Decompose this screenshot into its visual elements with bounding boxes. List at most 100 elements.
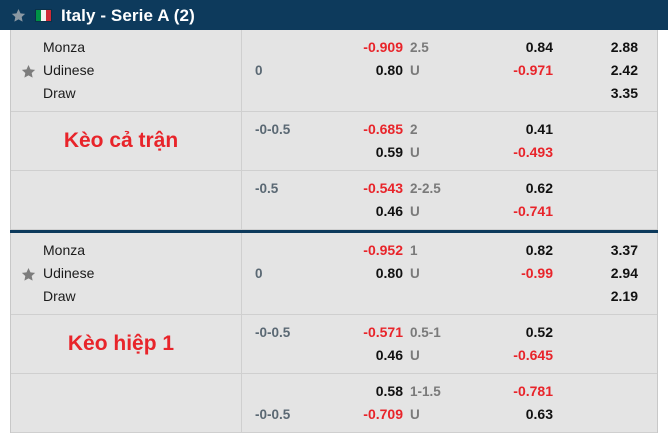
odds-pane: -0-0.5 -0.685 2 0.41 0.59 U -0.493: [242, 112, 657, 170]
odds-row[interactable]: Kèo cả trận -0-0.5 -0.685 2 0.41 0.59 U …: [11, 112, 657, 171]
league-title: Italy - Serie A (2): [61, 5, 195, 25]
handicap-odd-away[interactable]: 0.59: [375, 144, 403, 160]
team-name-away: Udinese: [43, 62, 95, 78]
italy-flag-icon: [35, 8, 52, 22]
total-odd-over[interactable]: 0.82: [525, 242, 553, 258]
match-odd-home[interactable]: 3.37: [610, 242, 638, 258]
match-odd-away[interactable]: 2.94: [610, 265, 638, 281]
team-row-away: Udinese: [11, 59, 241, 82]
handicap-value: 0: [255, 63, 263, 78]
handicap-value: -0-0.5: [255, 407, 291, 422]
market-label-first-half: Kèo hiệp 1: [67, 332, 175, 356]
handicap-odd-away[interactable]: -0.709: [363, 406, 403, 422]
team-name-away: Udinese: [43, 265, 95, 281]
total-line-value: 2-2.5: [410, 181, 441, 196]
handicap-odd-away[interactable]: 0.80: [375, 62, 403, 78]
empty-pane: [11, 171, 242, 229]
favorite-star-icon[interactable]: [21, 64, 36, 79]
odds-line: 0.46 U -0.645: [242, 344, 657, 367]
handicap-odd-away[interactable]: 0.46: [375, 347, 403, 363]
odds-pane: -0.5 -0.543 2-2.5 0.62 0.46 U -0.741: [242, 171, 657, 229]
team-list: Monza Udinese Draw: [11, 233, 241, 314]
team-name-home: Monza: [43, 39, 86, 55]
total-line-under: U: [410, 63, 420, 78]
odds-line: 0 0.80 U -0.99 2.94: [242, 262, 657, 285]
total-line-under: U: [410, 407, 420, 422]
handicap-odd-home[interactable]: -0.952: [363, 242, 403, 258]
handicap-odd-home[interactable]: -0.571: [363, 324, 403, 340]
total-line-value: 1: [410, 243, 418, 258]
total-odd-over[interactable]: 0.62: [525, 180, 553, 196]
favorite-star-icon[interactable]: [11, 8, 26, 23]
handicap-value: -0-0.5: [255, 325, 291, 340]
handicap-value: -0-0.5: [255, 122, 291, 137]
team-name-draw: Draw: [43, 288, 76, 304]
total-odd-over[interactable]: 0.84: [525, 39, 553, 55]
total-odd-under[interactable]: -0.741: [513, 203, 553, 219]
total-odd-under[interactable]: -0.971: [513, 62, 553, 78]
odds-line: -0-0.5 -0.571 0.5-1 0.52: [242, 321, 657, 344]
market-block-full-time: Monza Udinese Draw -0.909 2.: [10, 30, 658, 230]
total-odd-over[interactable]: -0.781: [513, 383, 553, 399]
match-odd-home[interactable]: 2.88: [610, 39, 638, 55]
odds-line: -0.952 1 0.82 3.37: [242, 239, 657, 262]
odds-line: -0-0.5 -0.709 U 0.63: [242, 403, 657, 426]
odds-row[interactable]: 0.58 1-1.5 -0.781 -0-0.5 -0.709 U 0.63: [11, 374, 657, 433]
handicap-odd-away[interactable]: 0.46: [375, 203, 403, 219]
odds-line: -0.909 2.5 0.84 2.88: [242, 36, 657, 59]
total-line-value: 2.5: [410, 40, 429, 55]
odds-pane: 0.58 1-1.5 -0.781 -0-0.5 -0.709 U 0.63: [242, 374, 657, 432]
odds-row[interactable]: Monza Udinese Draw -0.952 1: [11, 233, 657, 315]
total-odd-under[interactable]: -0.493: [513, 144, 553, 160]
handicap-value: -0.5: [255, 181, 279, 196]
total-line-under: U: [410, 266, 420, 281]
teams-pane: Monza Udinese Draw: [11, 30, 242, 111]
teams-pane: Monza Udinese Draw: [11, 233, 242, 314]
odds-pane: -0.952 1 0.82 3.37 0 0.80 U -0.99 2.94 2…: [242, 233, 657, 314]
handicap-odd-home[interactable]: 0.58: [375, 383, 403, 399]
league-header[interactable]: Italy - Serie A (2): [0, 0, 668, 30]
odds-line: 0.59 U -0.493: [242, 141, 657, 164]
total-odd-over[interactable]: 0.52: [525, 324, 553, 340]
total-odd-over[interactable]: 0.41: [525, 121, 553, 137]
odds-line: 0 0.80 U -0.971 2.42: [242, 59, 657, 82]
total-odd-under[interactable]: -0.99: [521, 265, 553, 281]
odds-line: 0.58 1-1.5 -0.781: [242, 380, 657, 403]
odds-pane: -0.909 2.5 0.84 2.88 0 0.80 U -0.971 2.4…: [242, 30, 657, 111]
team-row-home: Monza: [11, 36, 241, 59]
odds-line: 0.46 U -0.741: [242, 200, 657, 223]
market-label-pane: Kèo hiệp 1: [11, 315, 242, 373]
team-row-home: Monza: [11, 239, 241, 262]
odds-row[interactable]: Monza Udinese Draw -0.909 2.: [11, 30, 657, 112]
match-odd-away[interactable]: 2.42: [610, 62, 638, 78]
total-line-under: U: [410, 204, 420, 219]
odds-line: 2.19: [242, 285, 657, 308]
match-odd-draw[interactable]: 3.35: [610, 85, 638, 101]
favorite-star-icon[interactable]: [21, 267, 36, 282]
market-block-first-half: Monza Udinese Draw -0.952 1: [10, 233, 658, 433]
odds-line: 3.35: [242, 82, 657, 105]
empty-pane: [11, 374, 242, 432]
handicap-odd-away[interactable]: 0.80: [375, 265, 403, 281]
odds-row[interactable]: -0.5 -0.543 2-2.5 0.62 0.46 U -0.741: [11, 171, 657, 230]
odds-line: -0.5 -0.543 2-2.5 0.62: [242, 177, 657, 200]
market-label-full-time: Kèo cả trận: [63, 129, 179, 153]
total-odd-under[interactable]: 0.63: [525, 406, 553, 422]
team-name-draw: Draw: [43, 85, 76, 101]
handicap-value: 0: [255, 266, 263, 281]
odds-row[interactable]: Kèo hiệp 1 -0-0.5 -0.571 0.5-1 0.52 0.46…: [11, 315, 657, 374]
odds-pane: -0-0.5 -0.571 0.5-1 0.52 0.46 U -0.645: [242, 315, 657, 373]
total-line-under: U: [410, 348, 420, 363]
total-line-under: U: [410, 145, 420, 160]
total-line-value: 0.5-1: [410, 325, 441, 340]
handicap-odd-home[interactable]: -0.909: [363, 39, 403, 55]
half-separator: [10, 230, 658, 233]
total-odd-under[interactable]: -0.645: [513, 347, 553, 363]
handicap-odd-home[interactable]: -0.685: [363, 121, 403, 137]
team-row-draw: Draw: [11, 285, 241, 308]
team-row-draw: Draw: [11, 82, 241, 105]
match-odd-draw[interactable]: 2.19: [610, 288, 638, 304]
handicap-odd-home[interactable]: -0.543: [363, 180, 403, 196]
team-list: Monza Udinese Draw: [11, 30, 241, 111]
